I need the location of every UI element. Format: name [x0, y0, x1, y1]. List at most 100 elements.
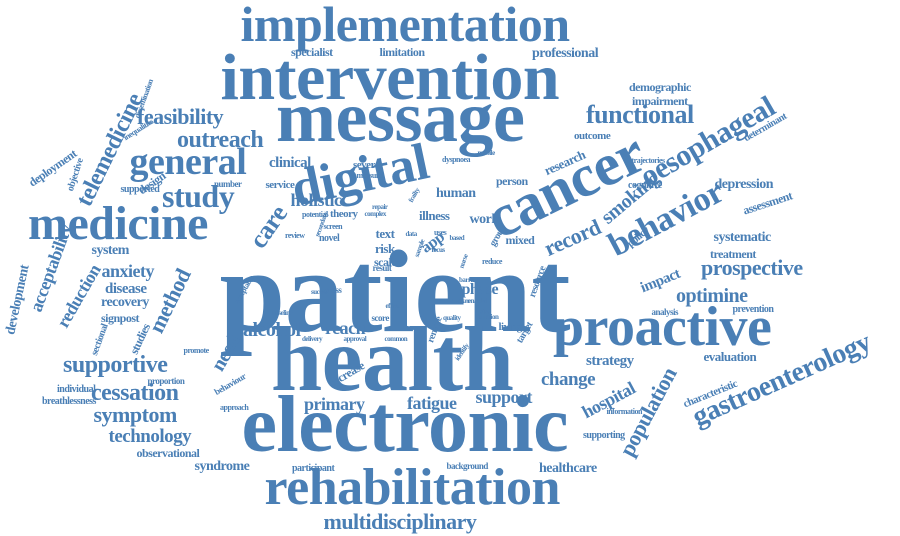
word-background: background	[446, 460, 489, 471]
word-efficacy: efficacy	[385, 301, 405, 310]
word-repair: repair	[372, 202, 388, 211]
word-approval: approval	[343, 334, 367, 343]
word-quality: quality	[443, 313, 461, 322]
word-mobile: mobile	[477, 148, 496, 157]
word-technology: technology	[108, 425, 192, 447]
word-intervention: intervention	[220, 41, 560, 114]
word-cessation: cessation	[91, 380, 179, 406]
word-measure: measure	[356, 171, 383, 180]
word-enabled: enabled	[468, 296, 488, 305]
word-support: support	[475, 387, 533, 407]
word-mixed: mixed	[505, 233, 535, 247]
word-healthcare: healthcare	[539, 461, 597, 476]
word-change: change	[541, 368, 596, 390]
word-supported: supported	[120, 184, 160, 195]
word-text: text	[375, 225, 395, 241]
word-function: function	[477, 312, 499, 321]
word-breathlessness: breathlessness	[42, 396, 96, 407]
word-dyspnoea: dyspnoea	[442, 155, 471, 164]
word-complex: complex	[364, 209, 387, 218]
word-system: system	[91, 243, 130, 258]
word-barrier: barrier	[459, 275, 478, 284]
word-scale: scale	[374, 255, 397, 269]
word-uses: uses	[434, 228, 447, 237]
word-illness: illness	[419, 207, 450, 223]
word-evaluation: evaluation	[703, 348, 757, 364]
word-strategy: strategy	[586, 352, 634, 369]
word-clinical: clinical	[269, 154, 311, 171]
word-smoker: smoker	[450, 296, 471, 305]
word-focus: focus	[431, 245, 446, 254]
word-syndrome: syndrome	[194, 459, 250, 474]
word-functional: functional	[586, 100, 694, 129]
word-patient: patient	[219, 226, 571, 357]
word-living: living	[498, 320, 523, 333]
word-screen: screen	[323, 222, 343, 231]
word-person: person	[496, 174, 528, 188]
word-promote: promote	[183, 346, 210, 355]
word-proactive: proactive	[553, 296, 772, 358]
word-severe: severe	[353, 158, 380, 171]
word-treatment: treatment	[710, 247, 756, 261]
word-impairment: impairment	[632, 94, 688, 108]
word-depression: depression	[714, 177, 774, 192]
word-number: number	[214, 178, 242, 189]
word-prevention: prevention	[732, 304, 774, 315]
word-feasibility: feasibility	[137, 104, 224, 129]
word-study: study	[162, 178, 235, 214]
word-observational: observational	[136, 446, 200, 460]
word-specialist: specialist	[291, 45, 333, 59]
word-human: human	[436, 186, 476, 201]
word-message: message	[276, 77, 525, 157]
word-alcohol: alcohol	[243, 319, 301, 341]
word-supporting: supporting	[583, 430, 625, 441]
word-disease: disease	[105, 280, 147, 297]
word-optimine: optimine	[676, 285, 748, 307]
word-rehabilitation: rehabilitation	[264, 459, 561, 516]
word-general: general	[129, 141, 247, 183]
word-outreach: outreach	[177, 127, 264, 153]
word-fatigue: fatigue	[407, 393, 457, 413]
word-based: based	[449, 233, 465, 242]
word-success: success	[311, 287, 329, 296]
word-supportive: supportive	[63, 352, 168, 378]
word-novel: novel	[319, 233, 340, 244]
word-cross: cross	[324, 284, 342, 295]
word-reach: reach	[325, 318, 366, 338]
word-implementation: implementation	[240, 0, 571, 52]
word-health: health	[271, 308, 514, 410]
word-analysis: analysis	[651, 306, 679, 317]
word-limitation: limitation	[379, 45, 426, 59]
word-proportion: proportion	[147, 375, 185, 386]
word-phase: phase	[461, 281, 499, 298]
word-recovery: recovery	[101, 295, 149, 310]
word-result: result	[372, 262, 392, 273]
word-reduction: reduction	[52, 261, 105, 331]
word-assessment: assessment	[740, 188, 794, 218]
word-studies: studies	[126, 321, 153, 357]
word-aim: aim	[480, 307, 490, 316]
word-potential: potential	[302, 210, 328, 219]
word-data: data	[405, 229, 418, 238]
word-participant: participant	[292, 463, 335, 474]
word-individual: individual	[57, 384, 96, 395]
word-reduce: reduce	[482, 257, 502, 266]
word-holistic: holistic	[290, 190, 343, 210]
word-professional: professional	[532, 46, 599, 61]
word-work: work	[469, 212, 500, 227]
word-service: service	[265, 178, 295, 191]
word-prospective: prospective	[701, 255, 803, 280]
word-theory: theory	[330, 207, 358, 220]
word-systematic: systematic	[713, 230, 772, 245]
word-primary: primary	[304, 394, 365, 414]
word-information: information	[606, 407, 643, 416]
word-baseline: baseline	[272, 308, 293, 317]
word-anxiety: anxiety	[101, 261, 155, 281]
word-delivery: delivery	[302, 334, 323, 343]
word-signpost: signpost	[101, 311, 140, 325]
word-multidisciplinary: multidisciplinary	[323, 509, 477, 534]
word-medicine: medicine	[28, 197, 208, 250]
word-trajectories: trajectories	[631, 156, 666, 165]
word-review: review	[285, 231, 305, 240]
